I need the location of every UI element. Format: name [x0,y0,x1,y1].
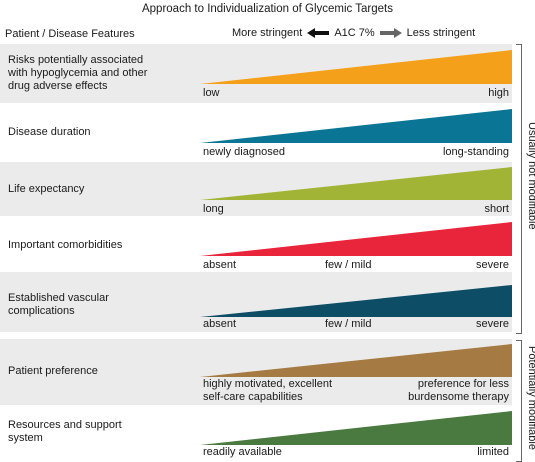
gradient-wedge [200,411,512,445]
row-label: Established vascular complications [8,292,109,317]
low-end-label: readily available [203,446,282,458]
less-stringent-label: Less stringent [406,27,476,39]
modifiable-label: Potentially modifiable [526,346,535,450]
stringency-legend: More stringent A1C 7% Less stringent [232,27,475,39]
gradient-wedge [200,109,512,143]
low-end-label: absent [203,318,237,330]
high-end-label: severe [475,318,509,330]
high-end-label: preference for less burdensome therapy [408,378,509,403]
arrow-right-icon [379,28,402,38]
row-label: Important comorbidities [8,239,123,251]
high-end-label: limited [477,446,509,458]
mid-label: few / mild [325,259,372,271]
wedge-shape [200,222,512,256]
wedge-shape [200,50,512,84]
row-label: Disease duration [8,126,91,138]
modifiable-bracket [516,340,522,462]
page-title: Approach to Individualization of Glycemi… [141,3,393,15]
gradient-wedge [200,222,512,256]
not-modifiable-label: Usually not modifiable [526,122,535,230]
low-end-label: absent [203,259,237,271]
row-label: Risks potentially associated with hypogl… [8,54,148,92]
low-end-label: highly motivated, excellent self-care ca… [203,378,333,403]
gradient-wedge [200,167,512,200]
a1c-label: A1C 7% [334,27,375,39]
not-modifiable-bracket [516,44,522,334]
low-end-label: long [203,203,224,215]
high-end-label: high [488,87,509,99]
high-end-label: severe [475,259,509,271]
row-label: Life expectancy [8,183,85,195]
column-header: Patient / Disease Features [5,28,135,40]
low-end-label: newly diagnosed [203,146,285,158]
more-stringent-label: More stringent [232,27,303,39]
wedge-shape [200,411,512,445]
wedge-shape [200,344,512,377]
row-label: Resources and support system [8,419,122,444]
high-end-label: long-standing [442,146,509,158]
wedge-shape [200,285,512,317]
mid-label: few / mild [325,318,372,330]
wedge-shape [200,167,512,200]
arrow-left-icon [307,28,330,38]
gradient-wedge [200,344,512,377]
row-label: Patient preference [8,365,98,377]
wedge-shape [200,109,512,143]
gradient-wedge [200,285,512,317]
gradient-wedge [200,50,512,84]
low-end-label: low [203,87,220,99]
high-end-label: short [484,203,509,215]
